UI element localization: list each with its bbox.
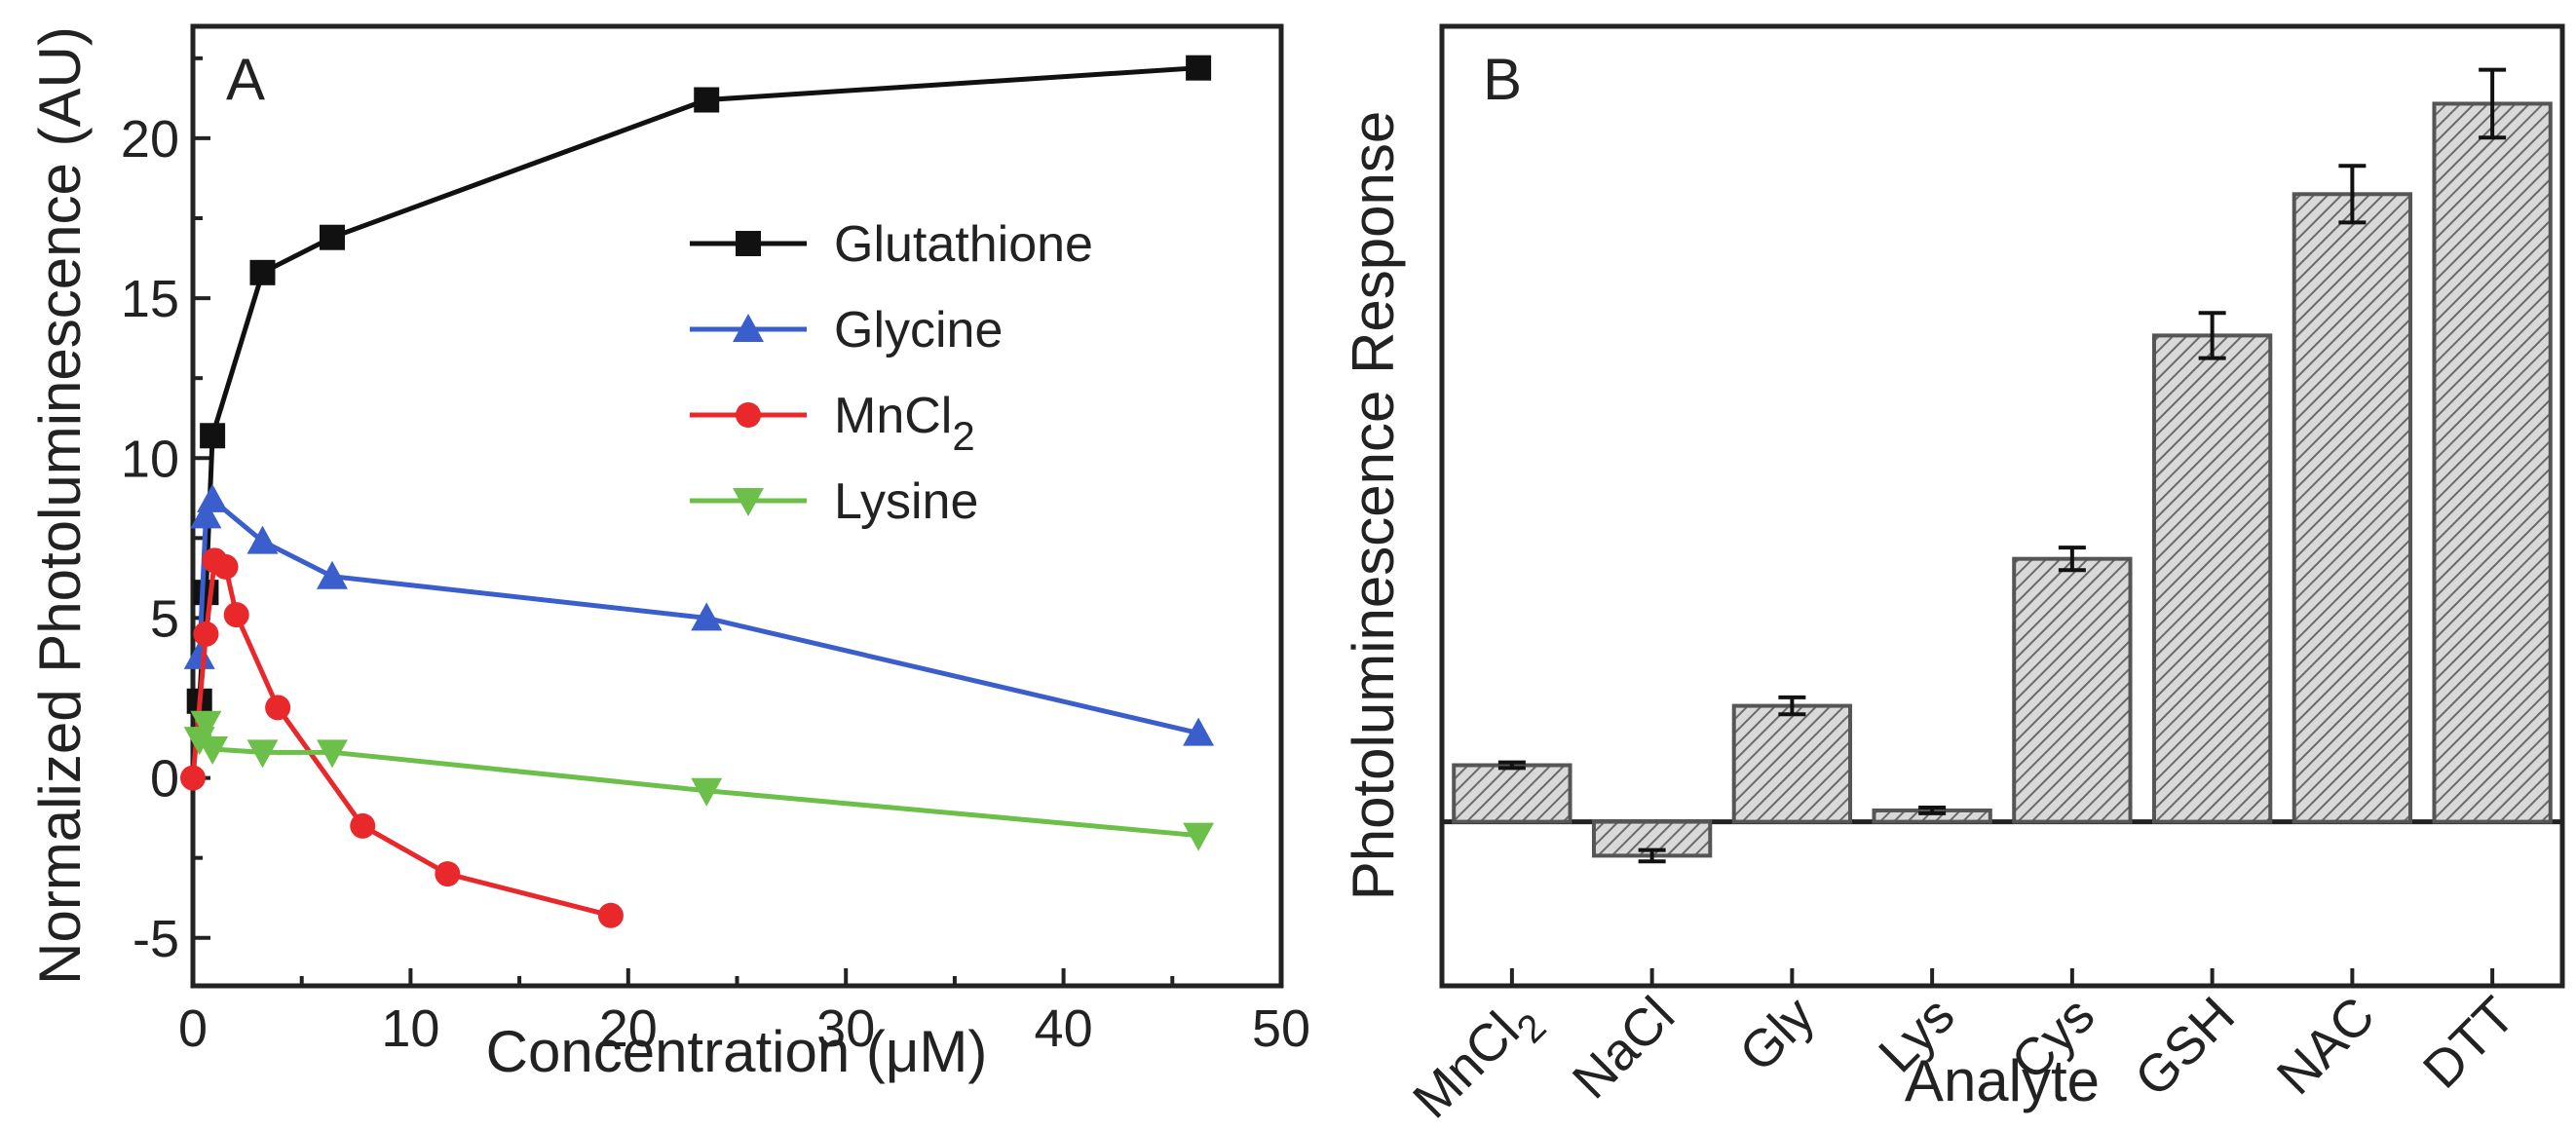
data-point xyxy=(265,695,291,721)
legend-label: Glycine xyxy=(834,302,1003,358)
data-point xyxy=(193,621,219,647)
data-point xyxy=(190,500,222,529)
x-tick-label-a: 20 xyxy=(599,999,658,1058)
data-point xyxy=(1186,55,1212,81)
data-point xyxy=(246,525,279,554)
legend-label: Glutathione xyxy=(834,216,1093,273)
bar xyxy=(2292,192,2413,824)
data-point xyxy=(1183,717,1215,746)
y-tick-label-a: 15 xyxy=(121,270,179,328)
data-point xyxy=(350,812,376,839)
category-label: NaCl xyxy=(1562,986,1686,1110)
panel-a-x-axis-title: Concentration (μM) xyxy=(486,1019,988,1084)
legend-marker xyxy=(733,488,764,516)
data-point xyxy=(316,560,348,589)
y-tick-label-a: -5 xyxy=(133,910,179,968)
bar xyxy=(1452,763,1572,824)
data-point xyxy=(190,710,222,739)
y-tick-label-a: 0 xyxy=(150,750,179,809)
data-point xyxy=(249,259,276,285)
bar xyxy=(2012,556,2133,824)
series-lysine xyxy=(183,710,1215,851)
bar-group-cys xyxy=(2012,546,2133,824)
data-point xyxy=(197,483,229,512)
legend-marker xyxy=(736,231,761,256)
series-glutathione xyxy=(186,55,1212,714)
data-point xyxy=(316,739,348,769)
data-point xyxy=(246,739,279,769)
bar xyxy=(1731,703,1853,824)
data-point xyxy=(1183,822,1215,851)
legend-label: MnCl2 xyxy=(834,388,975,459)
bar xyxy=(2151,333,2273,824)
category-subscript: 2 xyxy=(1509,1006,1555,1052)
bar-group-mncl xyxy=(1452,760,1572,824)
data-point xyxy=(597,902,624,928)
category-label: Gly xyxy=(1728,986,1826,1083)
panel-b-frame xyxy=(1439,23,2565,989)
bar-group-nacl xyxy=(1591,819,1713,864)
series-glycine xyxy=(183,483,1215,746)
panel-a-frame xyxy=(190,23,1284,989)
data-point xyxy=(691,602,723,631)
legend-item: Glycine xyxy=(690,302,1003,358)
panel-b-x-axis-title: Analyte xyxy=(1905,1048,2100,1113)
panel-a: 0 10 20 30 40 50 -5 0 5 10 15 20 A Concentration (μ… xyxy=(27,23,1310,1084)
category-label: DTT xyxy=(2412,986,2526,1100)
x-tick-label-a: 40 xyxy=(1035,999,1093,1058)
data-point xyxy=(193,580,219,606)
data-point xyxy=(223,602,249,628)
category-label: NAC xyxy=(2266,986,2386,1106)
panel-a-y-axis-title: Normalized Photoluminescence (AU) xyxy=(27,26,93,985)
category-label: MnCl2 xyxy=(1402,986,1554,1130)
legend-label: Lysine xyxy=(834,473,978,530)
x-tick-label-a: 50 xyxy=(1252,999,1310,1058)
bar-group-gly xyxy=(1731,695,1853,824)
bar xyxy=(2432,101,2553,824)
data-point xyxy=(212,553,239,580)
category-label: GSH xyxy=(2124,986,2246,1108)
series-line xyxy=(197,65,1199,701)
legend-subscript: 2 xyxy=(952,413,974,459)
legend-marker xyxy=(736,402,761,428)
panel-a-series xyxy=(180,55,1215,928)
panel-b: MnCl2 NaCl Gly Lys Cys GSH NAC DTT B Analyte Ph… xyxy=(1341,23,2565,1130)
legend-item: Lysine xyxy=(690,473,978,530)
legend-marker xyxy=(733,314,764,342)
panel-b-y-axis-title: Photoluminescence Response xyxy=(1341,111,1406,901)
y-tick-label-a: 10 xyxy=(121,430,179,488)
data-point xyxy=(694,87,720,113)
panel-a-ticks: 0 10 20 30 40 50 -5 0 5 10 15 20 xyxy=(121,56,1310,1058)
data-point xyxy=(200,423,226,449)
panel-a-legend: Glutathione Glycine MnCl2 Lysine xyxy=(690,216,1093,530)
data-point xyxy=(319,224,345,250)
bar-group-gsh xyxy=(2151,311,2273,824)
x-tick-label-a: 30 xyxy=(816,999,875,1058)
series-line xyxy=(190,556,612,919)
y-tick-label-a: 5 xyxy=(150,589,179,648)
data-point xyxy=(435,861,461,887)
bar-group-nac xyxy=(2292,164,2413,824)
panel-a-label: A xyxy=(226,47,265,112)
legend-item: MnCl2 xyxy=(690,388,975,459)
panel-b-label: B xyxy=(1483,47,1522,112)
x-tick-label-a: 0 xyxy=(178,999,208,1058)
data-point xyxy=(197,736,229,766)
y-tick-label-a: 20 xyxy=(121,110,179,169)
bar-group-dtt xyxy=(2432,67,2553,824)
bar-group-lys xyxy=(1872,806,1992,824)
legend-item: Glutathione xyxy=(690,216,1093,273)
series-mncl xyxy=(180,547,624,928)
data-point xyxy=(183,640,215,669)
data-point xyxy=(180,765,206,791)
data-point xyxy=(691,777,723,807)
x-tick-label-a: 10 xyxy=(381,999,439,1058)
panel-b-bars xyxy=(1452,67,2553,864)
